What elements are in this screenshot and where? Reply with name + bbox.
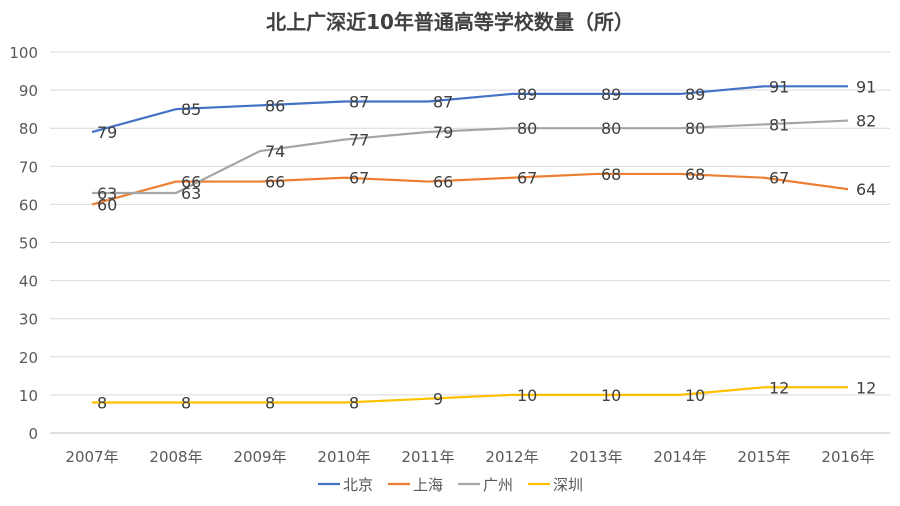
data-label: 85 — [181, 100, 201, 119]
legend-item: 上海 — [388, 476, 443, 494]
data-label: 89 — [685, 85, 705, 104]
data-label: 86 — [265, 96, 285, 115]
data-label: 82 — [856, 112, 876, 131]
data-label: 8 — [349, 394, 359, 413]
data-label: 68 — [601, 165, 621, 184]
data-label: 8 — [181, 394, 191, 413]
data-label: 8 — [265, 394, 275, 413]
data-label: 67 — [349, 169, 369, 188]
x-axis: 2007年 2008年 2009年 2010年 2011年 2012年 2013年 2014年… — [65, 448, 874, 466]
data-label: 91 — [856, 77, 876, 96]
y-tick-label: 100 — [9, 44, 38, 62]
series-3-labels: 63 63 74 77 79 80 80 80 81 82 — [97, 112, 876, 203]
legend-label: 北京 — [343, 476, 373, 494]
data-label: 10 — [685, 386, 705, 405]
data-label: 87 — [349, 93, 369, 112]
x-tick-label: 2008年 — [149, 448, 202, 466]
series-4 — [92, 386, 848, 404]
data-label: 63 — [97, 184, 117, 203]
gridlines — [50, 51, 890, 434]
y-axis: 0 10 20 30 40 50 60 70 80 90 100 — [9, 44, 38, 443]
data-label: 66 — [181, 173, 201, 192]
x-tick-label: 2009年 — [233, 448, 286, 466]
chart-title: 北上广深近10年普通高等学校数量（所） — [266, 10, 634, 34]
data-label: 89 — [517, 85, 537, 104]
data-label: 9 — [433, 390, 443, 409]
data-label: 67 — [517, 169, 537, 188]
legend: 北京 上海 广州 深圳 — [318, 476, 583, 494]
x-tick-label: 2011年 — [401, 448, 454, 466]
data-label: 91 — [769, 77, 789, 96]
y-tick-label: 80 — [19, 120, 38, 138]
legend-label: 深圳 — [553, 476, 583, 494]
x-tick-label: 2010年 — [317, 448, 370, 466]
data-label: 63 — [181, 184, 201, 203]
legend-label: 广州 — [483, 476, 513, 494]
data-label: 12 — [856, 378, 876, 397]
data-label: 79 — [97, 123, 117, 142]
data-label: 74 — [265, 142, 285, 161]
y-tick-label: 50 — [19, 235, 38, 253]
series-2 — [91, 172, 849, 206]
data-label: 66 — [433, 173, 453, 192]
y-tick-label: 90 — [19, 82, 38, 100]
data-label: 8 — [97, 394, 107, 413]
x-tick-label: 2007年 — [65, 448, 118, 466]
y-tick-label: 60 — [19, 196, 38, 214]
data-label: 64 — [856, 180, 876, 199]
legend-item: 广州 — [458, 476, 513, 494]
x-tick-label: 2013年 — [569, 448, 622, 466]
series-line — [92, 119, 849, 195]
y-tick-label: 40 — [19, 273, 38, 291]
data-label: 79 — [433, 123, 453, 142]
data-label: 80 — [601, 119, 621, 138]
series-4-labels: 8 8 8 8 9 10 10 10 12 12 — [97, 378, 876, 412]
y-tick-label: 30 — [19, 311, 38, 329]
legend-item: 深圳 — [528, 476, 583, 494]
series-3 — [92, 119, 849, 195]
y-tick-label: 10 — [19, 387, 38, 405]
series-2-labels: 60 66 66 67 66 67 68 68 67 64 — [97, 165, 876, 214]
y-tick-label: 20 — [19, 349, 38, 367]
data-label: 67 — [769, 169, 789, 188]
data-label: 80 — [517, 119, 537, 138]
x-tick-label: 2015年 — [737, 448, 790, 466]
series-line — [91, 172, 849, 206]
data-label: 60 — [97, 195, 117, 214]
legend-item: 北京 — [318, 476, 373, 494]
data-label: 66 — [265, 173, 285, 192]
x-tick-label: 2012年 — [485, 448, 538, 466]
data-label: 10 — [517, 386, 537, 405]
data-label: 68 — [685, 165, 705, 184]
data-label: 80 — [685, 119, 705, 138]
y-tick-label: 70 — [19, 158, 38, 176]
data-label: 10 — [601, 386, 621, 405]
series-1-labels: 79 85 86 87 87 89 89 89 91 91 — [97, 77, 876, 142]
series-line — [92, 386, 848, 404]
x-tick-label: 2014年 — [653, 448, 706, 466]
data-label: 89 — [601, 85, 621, 104]
series-line — [91, 85, 848, 134]
x-tick-label: 2016年 — [821, 448, 874, 466]
series-1 — [91, 85, 848, 134]
y-tick-label: 0 — [28, 425, 38, 443]
data-label: 77 — [349, 131, 369, 150]
data-label: 87 — [433, 93, 453, 112]
data-label: 12 — [769, 378, 789, 397]
data-label: 81 — [769, 115, 789, 134]
legend-label: 上海 — [413, 476, 443, 494]
